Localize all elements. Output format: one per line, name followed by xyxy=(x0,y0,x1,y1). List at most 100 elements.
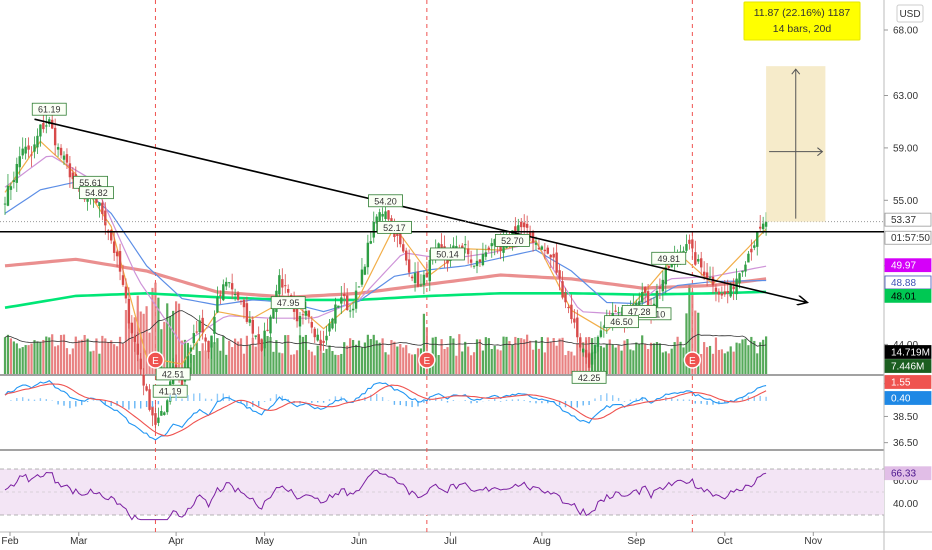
volume-bar xyxy=(343,342,346,374)
volume-bar xyxy=(357,340,361,374)
candle-body xyxy=(12,180,16,183)
price-annotation: 52.17 xyxy=(376,220,412,234)
volume-bar xyxy=(472,352,476,374)
candle xyxy=(98,201,101,218)
earnings-marker: E xyxy=(418,351,436,369)
candle-body xyxy=(127,298,131,324)
volume-bar xyxy=(266,336,269,374)
last-price-label: 53.37 xyxy=(884,212,932,227)
candle-body xyxy=(192,333,195,344)
volume-bar xyxy=(295,350,299,374)
volume-bar xyxy=(708,345,712,374)
volume-bar xyxy=(275,340,278,374)
candle xyxy=(154,402,157,433)
candle-body xyxy=(328,323,331,332)
volume-bar xyxy=(304,334,307,374)
currency-selector[interactable]: USD xyxy=(896,4,924,23)
macd-histogram-bar xyxy=(181,398,183,401)
volume-bar xyxy=(222,336,225,374)
volume-bar xyxy=(116,346,119,374)
volume-bar xyxy=(352,339,355,374)
price-annotations: 61.19 55.61 52.70 49.81 50.14 41.19 42.51 54.82… xyxy=(31,102,687,398)
volume-bar xyxy=(416,348,420,374)
signal-label-box xyxy=(884,391,932,405)
candle xyxy=(319,330,322,351)
candle xyxy=(685,234,688,253)
volume-bar xyxy=(546,337,549,374)
macd-histogram-bar xyxy=(488,400,490,401)
volume-bar xyxy=(48,337,51,374)
candle-body xyxy=(697,259,700,262)
candle xyxy=(756,231,759,256)
candle-body xyxy=(48,119,51,125)
volume-bar xyxy=(658,343,661,374)
volume-bar xyxy=(649,342,653,374)
volume-bar xyxy=(523,339,526,374)
candle xyxy=(744,261,747,277)
candle-body xyxy=(582,348,585,353)
currency-box[interactable] xyxy=(896,4,924,23)
macd-histogram-bar xyxy=(128,401,130,410)
candle-body xyxy=(422,274,426,286)
macd-histogram-bar xyxy=(446,401,449,403)
candle-body xyxy=(284,285,287,287)
candle-body xyxy=(517,225,520,233)
candle xyxy=(351,301,355,318)
volume-bar xyxy=(148,332,151,374)
candle-body xyxy=(45,125,48,127)
volume-bar xyxy=(626,339,629,374)
time-axis-tick: May xyxy=(255,536,274,547)
candle xyxy=(313,326,316,344)
volume-bar xyxy=(564,355,567,374)
currency-label: USD xyxy=(899,9,920,20)
trendline[interactable] xyxy=(34,118,808,302)
candle xyxy=(490,238,493,258)
volume-bar xyxy=(405,345,408,374)
candle-body xyxy=(230,283,234,290)
candle xyxy=(413,262,417,292)
candle-body xyxy=(337,305,340,308)
volume-bar xyxy=(366,334,369,374)
volume-bar xyxy=(446,347,449,374)
volume-bar xyxy=(263,340,266,374)
volume-bar xyxy=(670,348,673,374)
candle xyxy=(322,330,325,351)
volume-bar xyxy=(328,345,331,374)
candle xyxy=(236,290,240,302)
candle xyxy=(204,334,207,351)
candle xyxy=(493,238,496,256)
candle-body xyxy=(98,202,101,207)
volume-bar xyxy=(130,322,133,374)
candle-body xyxy=(213,316,216,334)
measure-tool[interactable] xyxy=(766,66,826,222)
candle-body xyxy=(643,287,647,293)
volume-bar xyxy=(183,339,187,374)
volume-bar xyxy=(92,350,95,374)
volume-bar xyxy=(475,339,479,374)
volume-bar xyxy=(172,310,175,374)
volume-bar xyxy=(322,352,325,374)
price-annotation-box xyxy=(604,315,639,329)
volume-bar xyxy=(151,287,154,374)
candle xyxy=(36,128,39,155)
candle xyxy=(257,326,260,345)
candle xyxy=(210,335,213,359)
volume-moving-average xyxy=(4,310,767,349)
price-annotation: 54.82 xyxy=(79,186,114,200)
macd-histogram-bar xyxy=(765,396,767,401)
volume-bar xyxy=(655,342,659,374)
candle-body xyxy=(366,242,370,268)
volume-bar xyxy=(236,341,240,374)
volume-bar xyxy=(21,347,24,374)
volume-bar xyxy=(555,345,558,374)
candle-body xyxy=(655,290,659,308)
macd-histogram-bar xyxy=(429,399,431,401)
rsi-axis-tick: 60.00 xyxy=(893,476,918,487)
candle xyxy=(540,245,544,251)
candle-body xyxy=(357,286,361,288)
volume-bar xyxy=(526,334,529,374)
candle-body xyxy=(189,347,193,352)
volume-bar xyxy=(717,349,720,374)
volume-bar xyxy=(458,334,461,374)
